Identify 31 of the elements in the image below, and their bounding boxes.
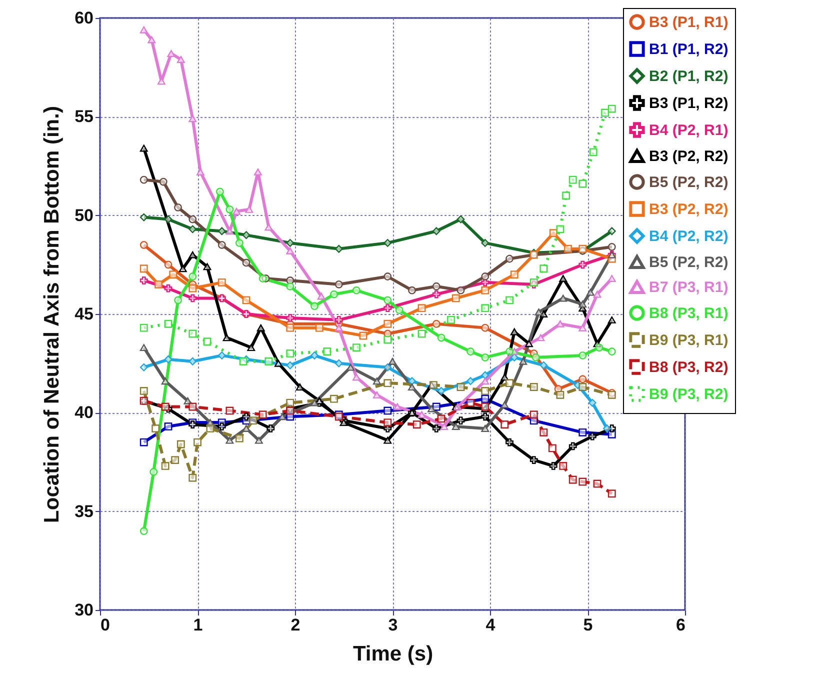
legend-label: B4 (P2, R2): [649, 228, 728, 245]
y-tick-label: 30: [74, 600, 94, 620]
y-tick-label: 60: [74, 8, 94, 28]
legend-label: B9 (P3, R2): [649, 386, 728, 403]
x-tick-label: 1: [193, 616, 203, 634]
legend-label: B3 (P1, R2): [649, 95, 728, 112]
legend-label: B2 (P1, R2): [649, 68, 728, 85]
x-tick-label: 5: [583, 616, 593, 634]
x-tick-label: 3: [388, 616, 398, 634]
y-tick-label: 35: [74, 502, 94, 521]
legend-label: B5 (P2, R2): [649, 254, 728, 271]
legend-label: B5 (P2, R2): [649, 174, 728, 191]
y-tick-label: 40: [74, 403, 94, 422]
x-tick-label: 4: [486, 616, 496, 634]
legend-label: B3 (P2, R2): [649, 148, 728, 165]
legend-label: B4 (P2, R1): [649, 122, 728, 139]
legend-label: B7 (P3, R1): [649, 279, 728, 296]
legend-label: B3 (P1, R1): [649, 14, 728, 31]
y-tick-label: 55: [74, 107, 94, 126]
x-tick-label: 2: [290, 616, 300, 634]
x-tick-label: 6: [676, 616, 686, 634]
y-tick-label: 45: [74, 304, 94, 324]
legend-label: B9 (P3, R1): [649, 332, 728, 349]
y-tick-label: 50: [74, 206, 94, 225]
legend-label: B3 (P2, R2): [649, 201, 728, 218]
y-axis-title: Location of Neutral Axis from Bottom (in.): [40, 106, 64, 523]
legend-label: B8 (P3, R2): [649, 359, 728, 376]
legend-label: B1 (P1, R2): [649, 41, 728, 58]
x-axis-title: Time (s): [352, 642, 434, 666]
x-tick-label: 0: [100, 616, 110, 634]
legend-label: B8 (P3, R1): [649, 305, 728, 322]
